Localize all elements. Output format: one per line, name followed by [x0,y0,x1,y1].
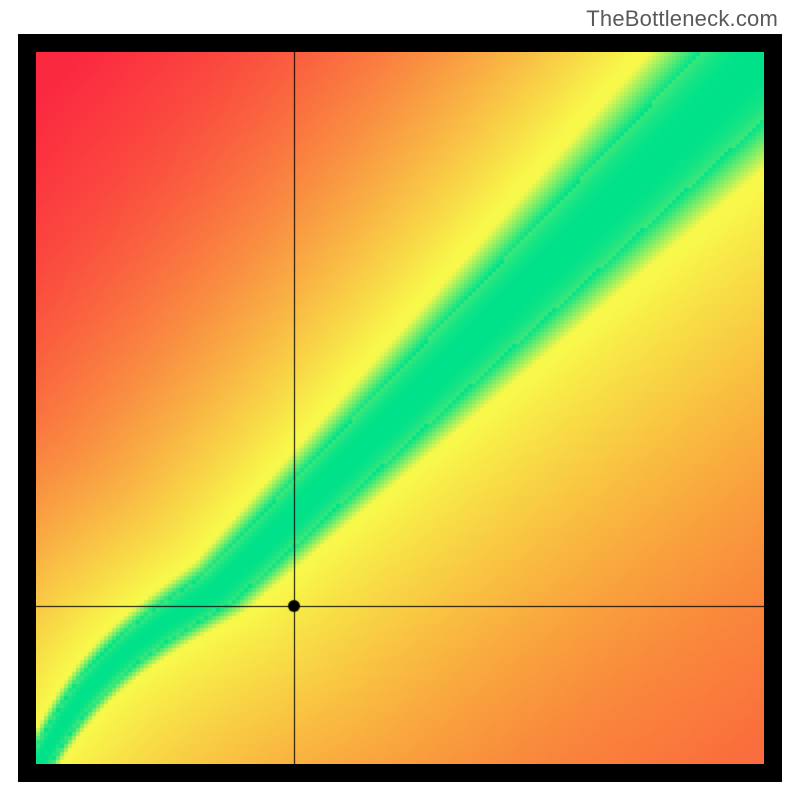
heatmap-canvas [36,52,764,764]
plot-outer-border [18,34,782,782]
watermark-text: TheBottleneck.com [586,6,778,32]
plot-inner-area [36,52,764,764]
chart-container: TheBottleneck.com [0,0,800,800]
